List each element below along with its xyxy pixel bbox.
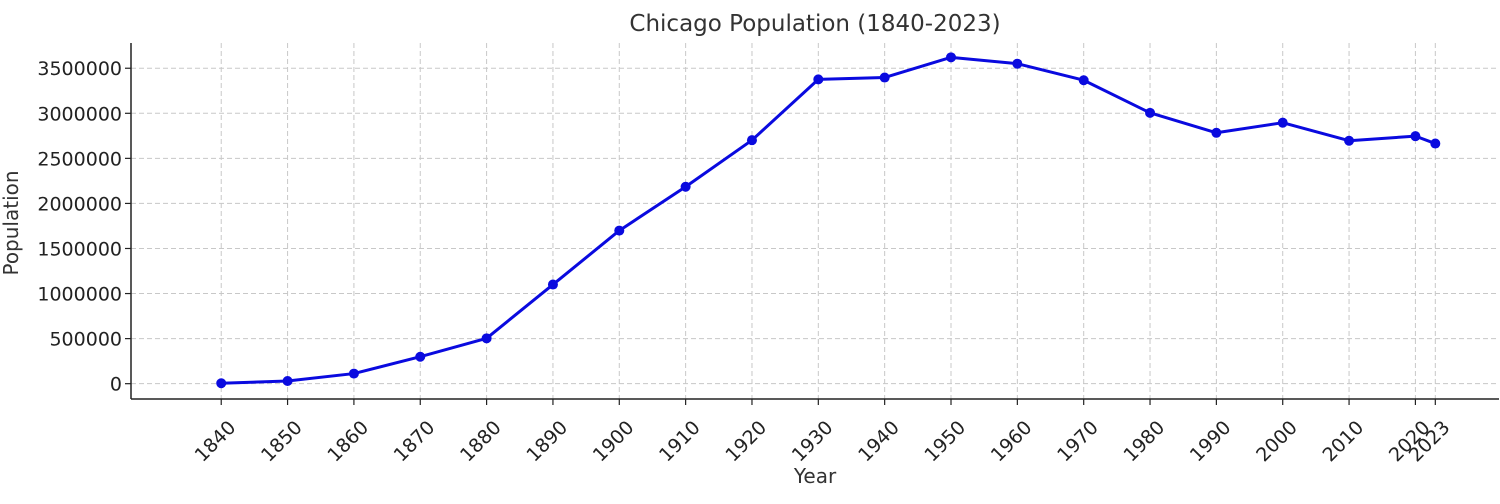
data-point [813, 74, 824, 85]
x-tick-label: 1970 [1053, 417, 1103, 467]
data-point [746, 135, 757, 146]
data-point [547, 279, 558, 290]
axes [130, 43, 1499, 400]
series [216, 52, 1441, 389]
data-point [1430, 138, 1441, 149]
x-tick-label: 1870 [390, 417, 440, 467]
y-tick-label: 500000 [49, 329, 122, 351]
x-ticks: 1840 1850 1860 1870 1880 1890 1900 1910 1920 1930… [191, 399, 1454, 467]
data-point [282, 375, 293, 386]
y-tick-label: 2000000 [37, 193, 122, 215]
data-point [680, 181, 691, 192]
x-tick-label: 2000 [1252, 417, 1302, 467]
chart-title: Chicago Population (1840-2023) [629, 11, 1000, 37]
y-tick-label: 2500000 [37, 148, 122, 170]
y-tick-label: 3500000 [37, 58, 122, 80]
x-tick-label: 1940 [854, 417, 904, 467]
data-point [946, 52, 957, 63]
data-point [879, 72, 890, 83]
x-tick-label: 1860 [323, 417, 373, 467]
y-tick-label: 3000000 [37, 103, 122, 125]
data-point [1078, 75, 1089, 86]
x-tick-label: 1850 [257, 417, 307, 467]
x-tick-label: 1920 [721, 417, 771, 467]
x-tick-label: 2010 [1318, 417, 1368, 467]
x-tick-label: 1910 [655, 417, 705, 467]
x-tick-label: 1930 [788, 417, 838, 467]
y-tick-label: 1500000 [37, 238, 122, 260]
data-point [1344, 135, 1355, 146]
data-point [348, 368, 359, 379]
data-point [1410, 131, 1421, 142]
y-tick-label: 1000000 [37, 284, 122, 306]
series-line [221, 55, 1436, 385]
x-tick-label: 1840 [191, 417, 241, 467]
x-tick-label: 1900 [589, 417, 639, 467]
y-axis-label: Population [0, 170, 23, 275]
x-tick-label: 1960 [987, 417, 1037, 467]
data-point [415, 351, 426, 362]
x-axis-label: Year [793, 464, 837, 488]
data-point [1012, 58, 1023, 69]
data-point [481, 333, 492, 344]
x-tick-label: 1990 [1186, 417, 1236, 467]
y-ticks: 0 500000 1000000 1500000 2000000 2500000 30000… [37, 58, 131, 396]
x-tick-label: 1950 [920, 417, 970, 467]
data-point [1145, 107, 1156, 118]
grid [131, 43, 1499, 399]
x-tick-label: 1890 [522, 417, 572, 467]
data-point [614, 225, 625, 236]
y-tick-label: 0 [110, 374, 122, 396]
data-point [1211, 127, 1222, 138]
data-point [1277, 117, 1288, 128]
data-point [216, 378, 227, 389]
x-tick-label: 1880 [456, 417, 506, 467]
x-tick-label: 1980 [1119, 417, 1169, 467]
